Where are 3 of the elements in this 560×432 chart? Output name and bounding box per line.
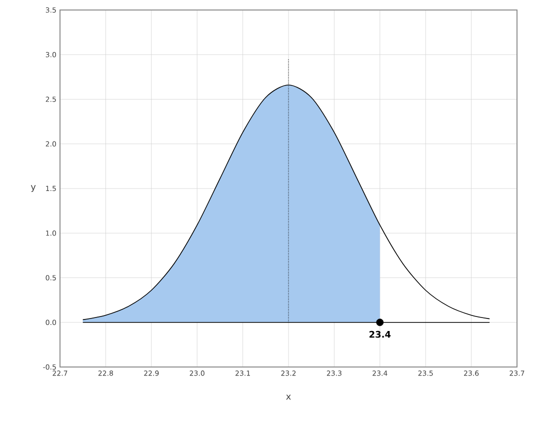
- y-axis-title: y: [30, 185, 36, 192]
- annotation: 23.4: [370, 330, 391, 338]
- x-axis-title: x: [286, 394, 291, 400]
